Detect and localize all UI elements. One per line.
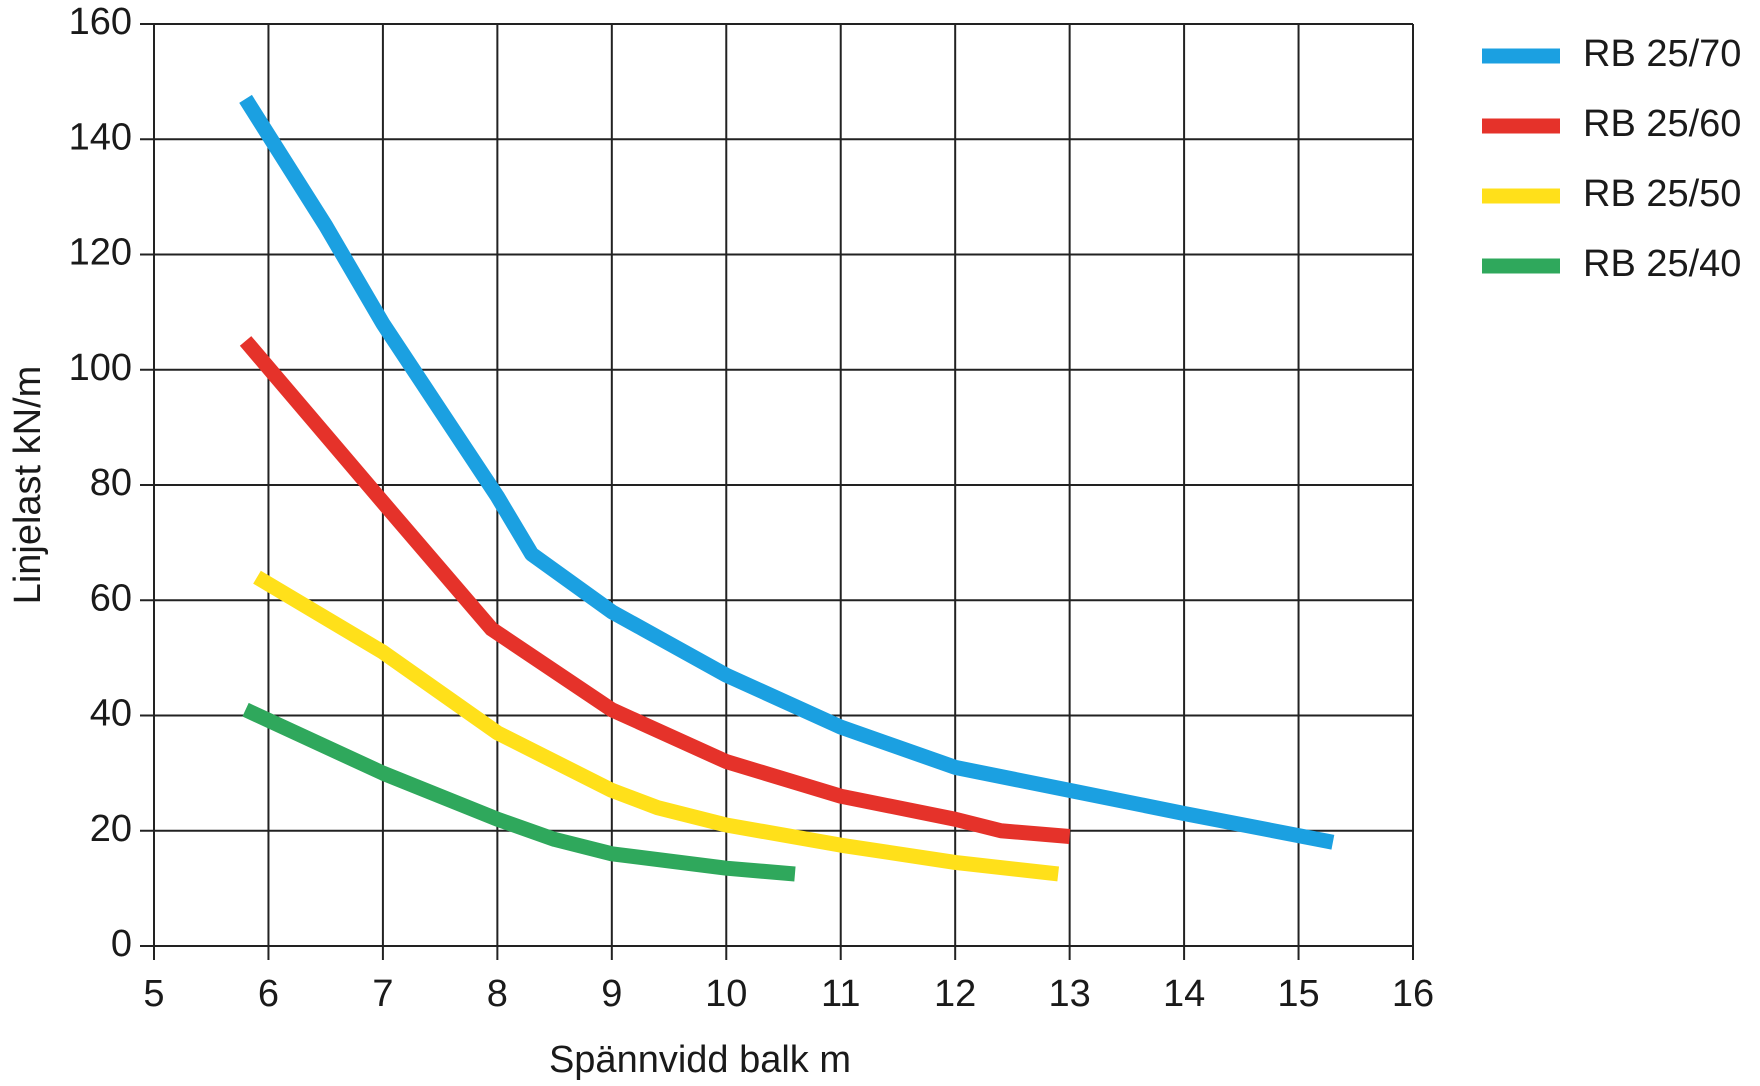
x-tick-label: 6: [258, 973, 279, 1015]
y-tick-label: 20: [90, 808, 132, 850]
series-line: [242, 702, 796, 882]
y-tick-label: 100: [69, 347, 132, 389]
series-line: [253, 570, 1060, 882]
x-tick-label: 10: [705, 973, 747, 1015]
x-axis-title: Spännvidd balk m: [549, 1039, 851, 1081]
series-line: [239, 336, 1071, 844]
x-tick-label: 13: [1048, 973, 1090, 1015]
y-tick-label: 0: [111, 923, 132, 965]
y-tick-label: 160: [69, 1, 132, 43]
y-tick-label: 80: [90, 462, 132, 504]
x-tick-label: 15: [1277, 973, 1319, 1015]
legend-label: RB 25/60: [1583, 103, 1741, 145]
y-axis-title: Linjelast kN/m: [7, 366, 49, 605]
x-tick-label: 14: [1163, 973, 1205, 1015]
y-tick-label: 60: [90, 577, 132, 619]
x-tick-label: 7: [372, 973, 393, 1015]
y-tick-label: 40: [90, 693, 132, 735]
x-tick-label: 9: [601, 973, 622, 1015]
x-tick-label: 11: [821, 973, 860, 1015]
y-tick-label: 140: [69, 116, 132, 158]
x-tick-label: 8: [487, 973, 508, 1015]
legend-label: RB 25/40: [1583, 243, 1741, 285]
y-tick-label: 120: [69, 232, 132, 274]
x-tick-label: 12: [934, 973, 976, 1015]
x-tick-label: 5: [143, 973, 164, 1015]
legend-label: RB 25/70: [1583, 33, 1741, 75]
series-line: [239, 94, 1335, 850]
x-tick-label: 16: [1392, 973, 1434, 1015]
legend-label: RB 25/50: [1583, 173, 1741, 215]
